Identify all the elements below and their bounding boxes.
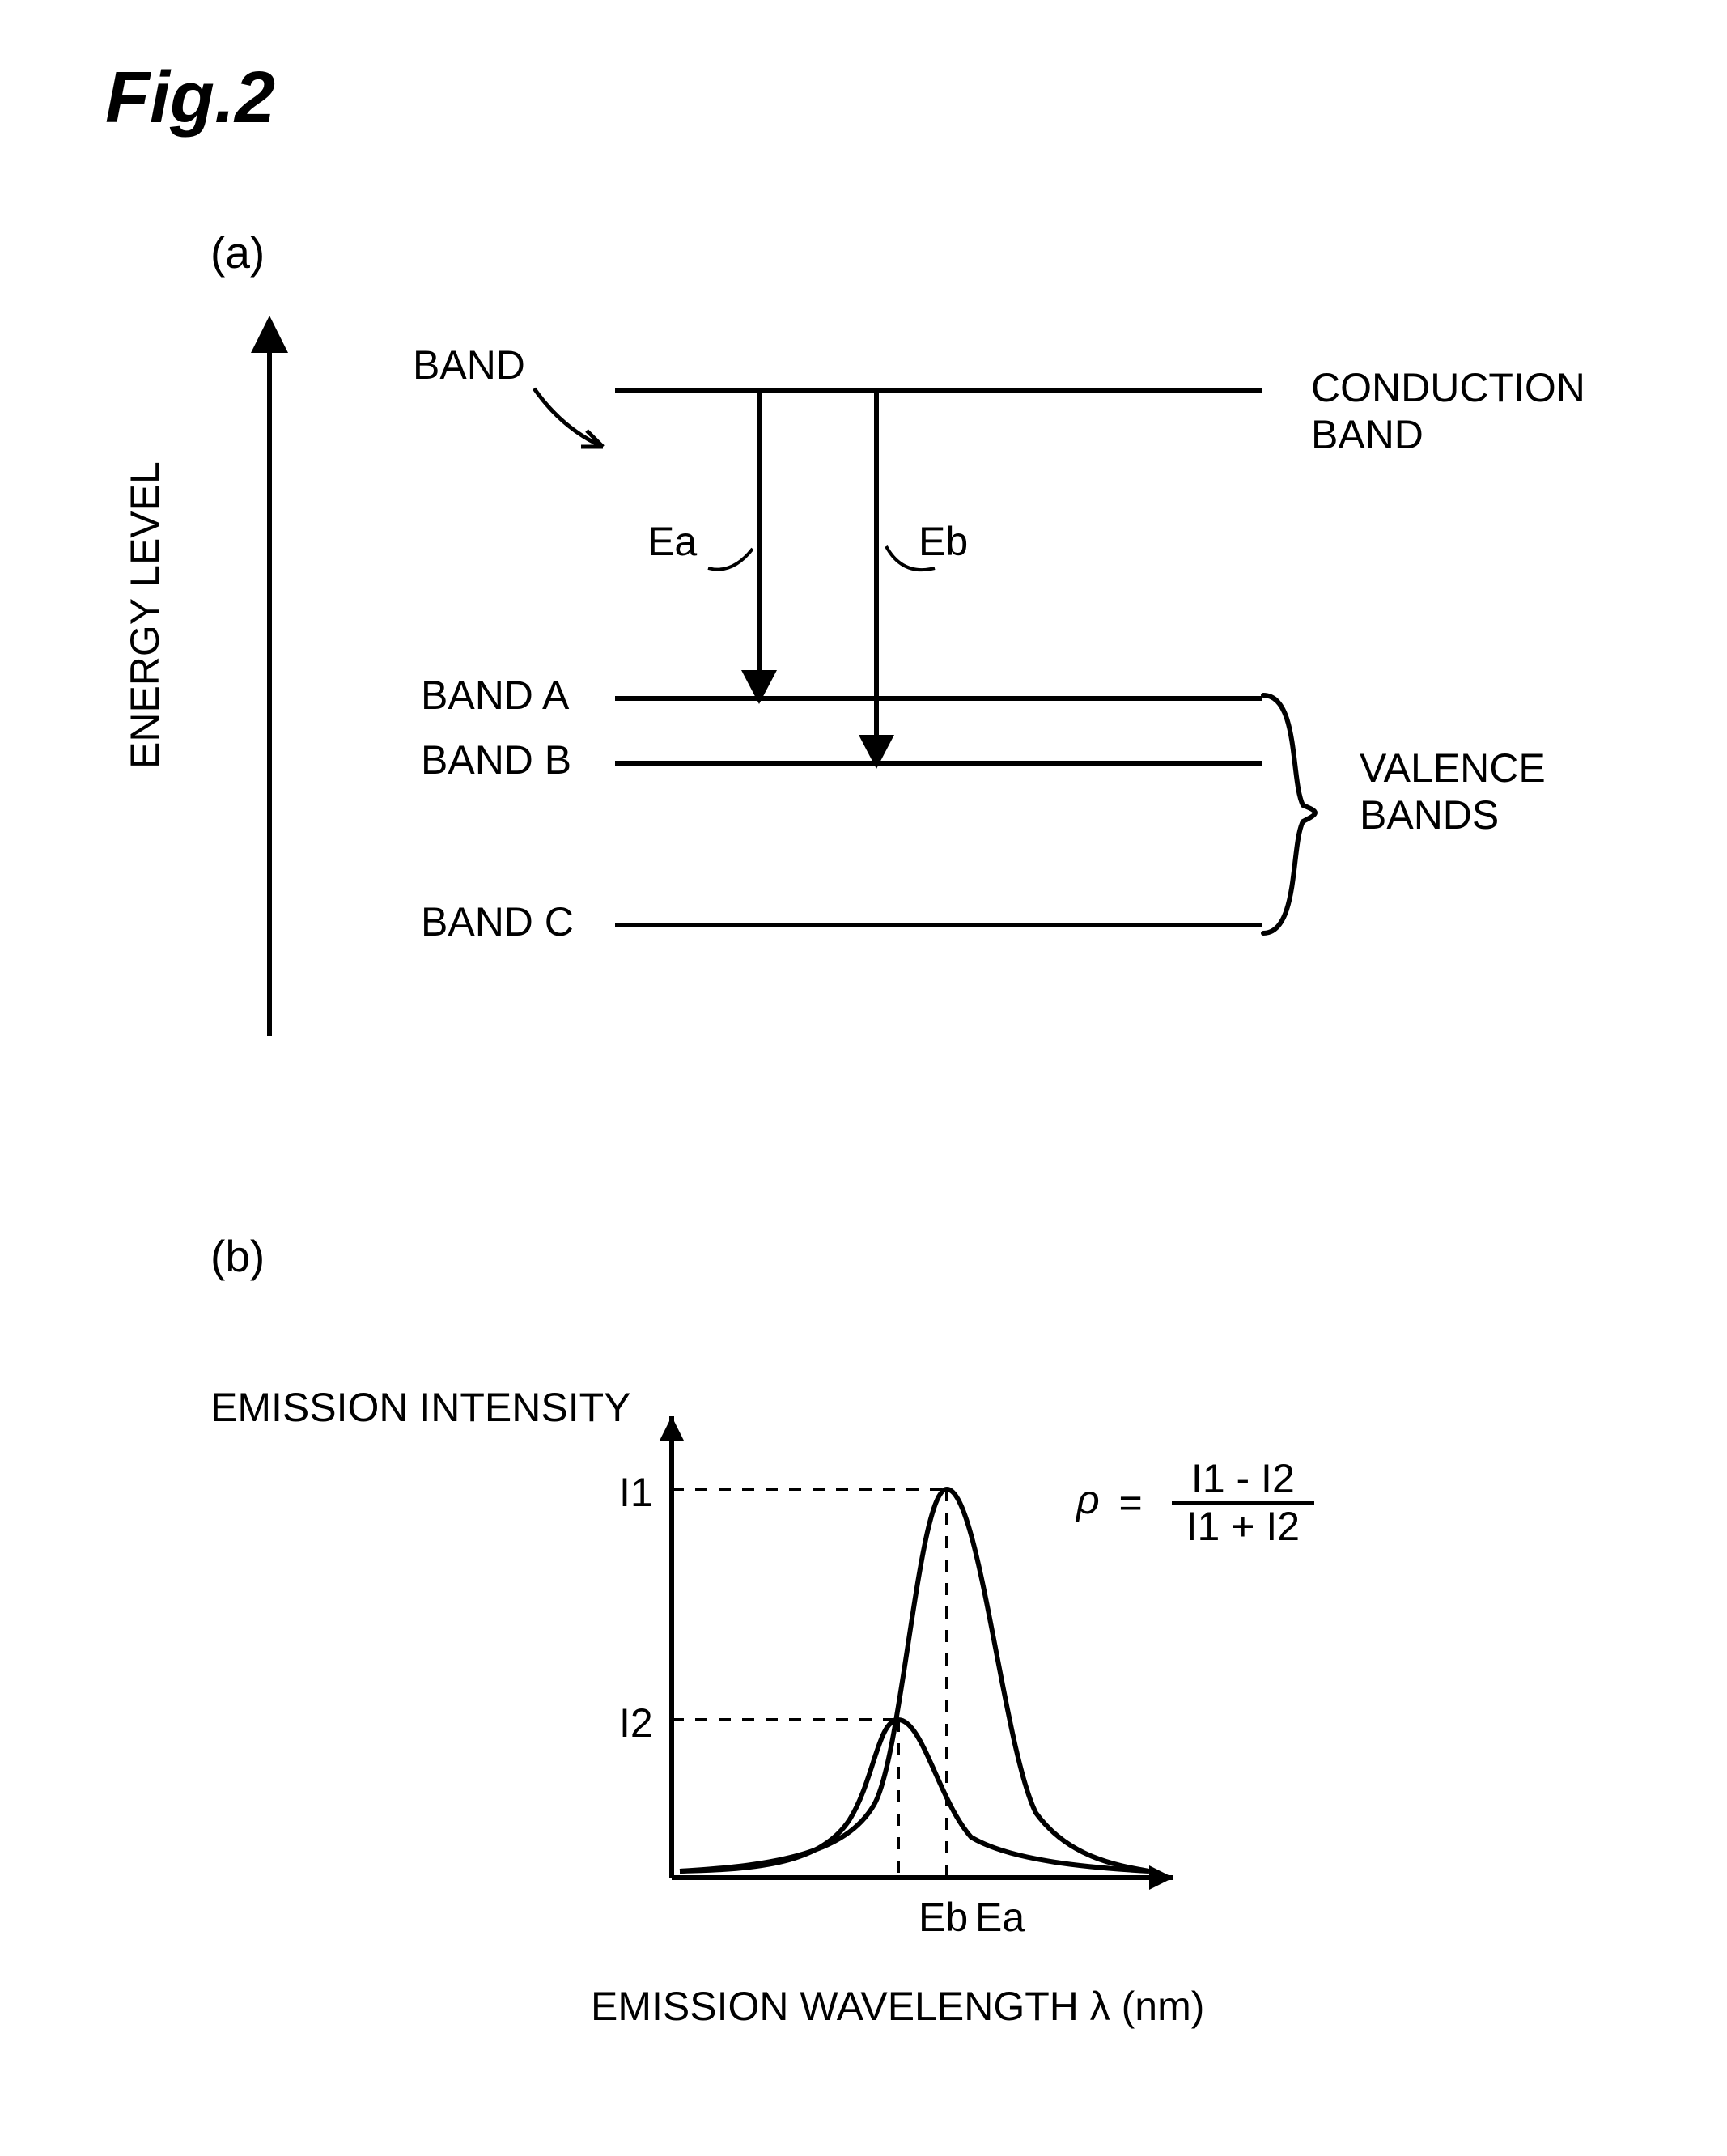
subfigure-label-b: (b) (210, 1230, 265, 1282)
I2-tick-label: I2 (619, 1700, 653, 1746)
formula-rho-symbol: ρ (1076, 1477, 1100, 1522)
figure-title: Fig.2 (105, 57, 275, 140)
Ea-label: Ea (647, 518, 697, 565)
y-axis-arrowhead-icon (251, 316, 288, 353)
band-c-label: BAND C (421, 898, 574, 945)
y-axis-label: ENERGY LEVEL (121, 461, 168, 769)
valence-bands-label: VALENCE BANDS (1360, 745, 1619, 838)
Eb-tick-label: Eb (919, 1894, 968, 1941)
band-b-label: BAND B (421, 736, 571, 783)
formula-denominator: I1 + I2 (1172, 1505, 1314, 1549)
subfigure-label-a: (a) (210, 227, 265, 278)
I1-tick-label: I1 (619, 1469, 653, 1516)
leader-arrow-icon (526, 380, 623, 453)
conduction-band-label: CONDUCTION BAND (1311, 364, 1619, 458)
band-a-line (615, 696, 1262, 701)
band-c-line (615, 923, 1262, 927)
diagram-b-emission-spectrum: EMISSION INTENSITY I1 I2 Eb Ea EMISSION … (210, 1360, 1586, 2104)
diagram-a-energy-levels: ENERGY LEVEL BAND CONDUCTION BAND BAND A… (162, 308, 1619, 1076)
band-b-line (615, 761, 1262, 766)
formula-numerator: I1 - I2 (1172, 1457, 1314, 1505)
polarization-formula: ρ = I1 - I2 I1 + I2 (1076, 1457, 1314, 1549)
conduction-band-line (615, 388, 1262, 393)
Ea-leader-icon (704, 534, 769, 599)
Ea-tick-label: Ea (975, 1894, 1025, 1941)
valence-brace-icon (1258, 676, 1356, 951)
x-axis-label: EMISSION WAVELENGTH λ (nm) (591, 1983, 1204, 2030)
transition-arrow-Eb (874, 391, 879, 739)
band-pointer-label: BAND (413, 342, 525, 388)
formula-fraction: I1 - I2 I1 + I2 (1172, 1457, 1314, 1549)
formula-equals: = (1119, 1480, 1143, 1526)
band-a-label: BAND A (421, 672, 569, 719)
emission-intensity-label: EMISSION INTENSITY (210, 1384, 631, 1431)
Eb-leader-icon (894, 534, 959, 599)
arrowhead-down-icon (741, 670, 777, 704)
arrowhead-down-icon (859, 735, 894, 769)
y-axis (267, 324, 272, 1036)
